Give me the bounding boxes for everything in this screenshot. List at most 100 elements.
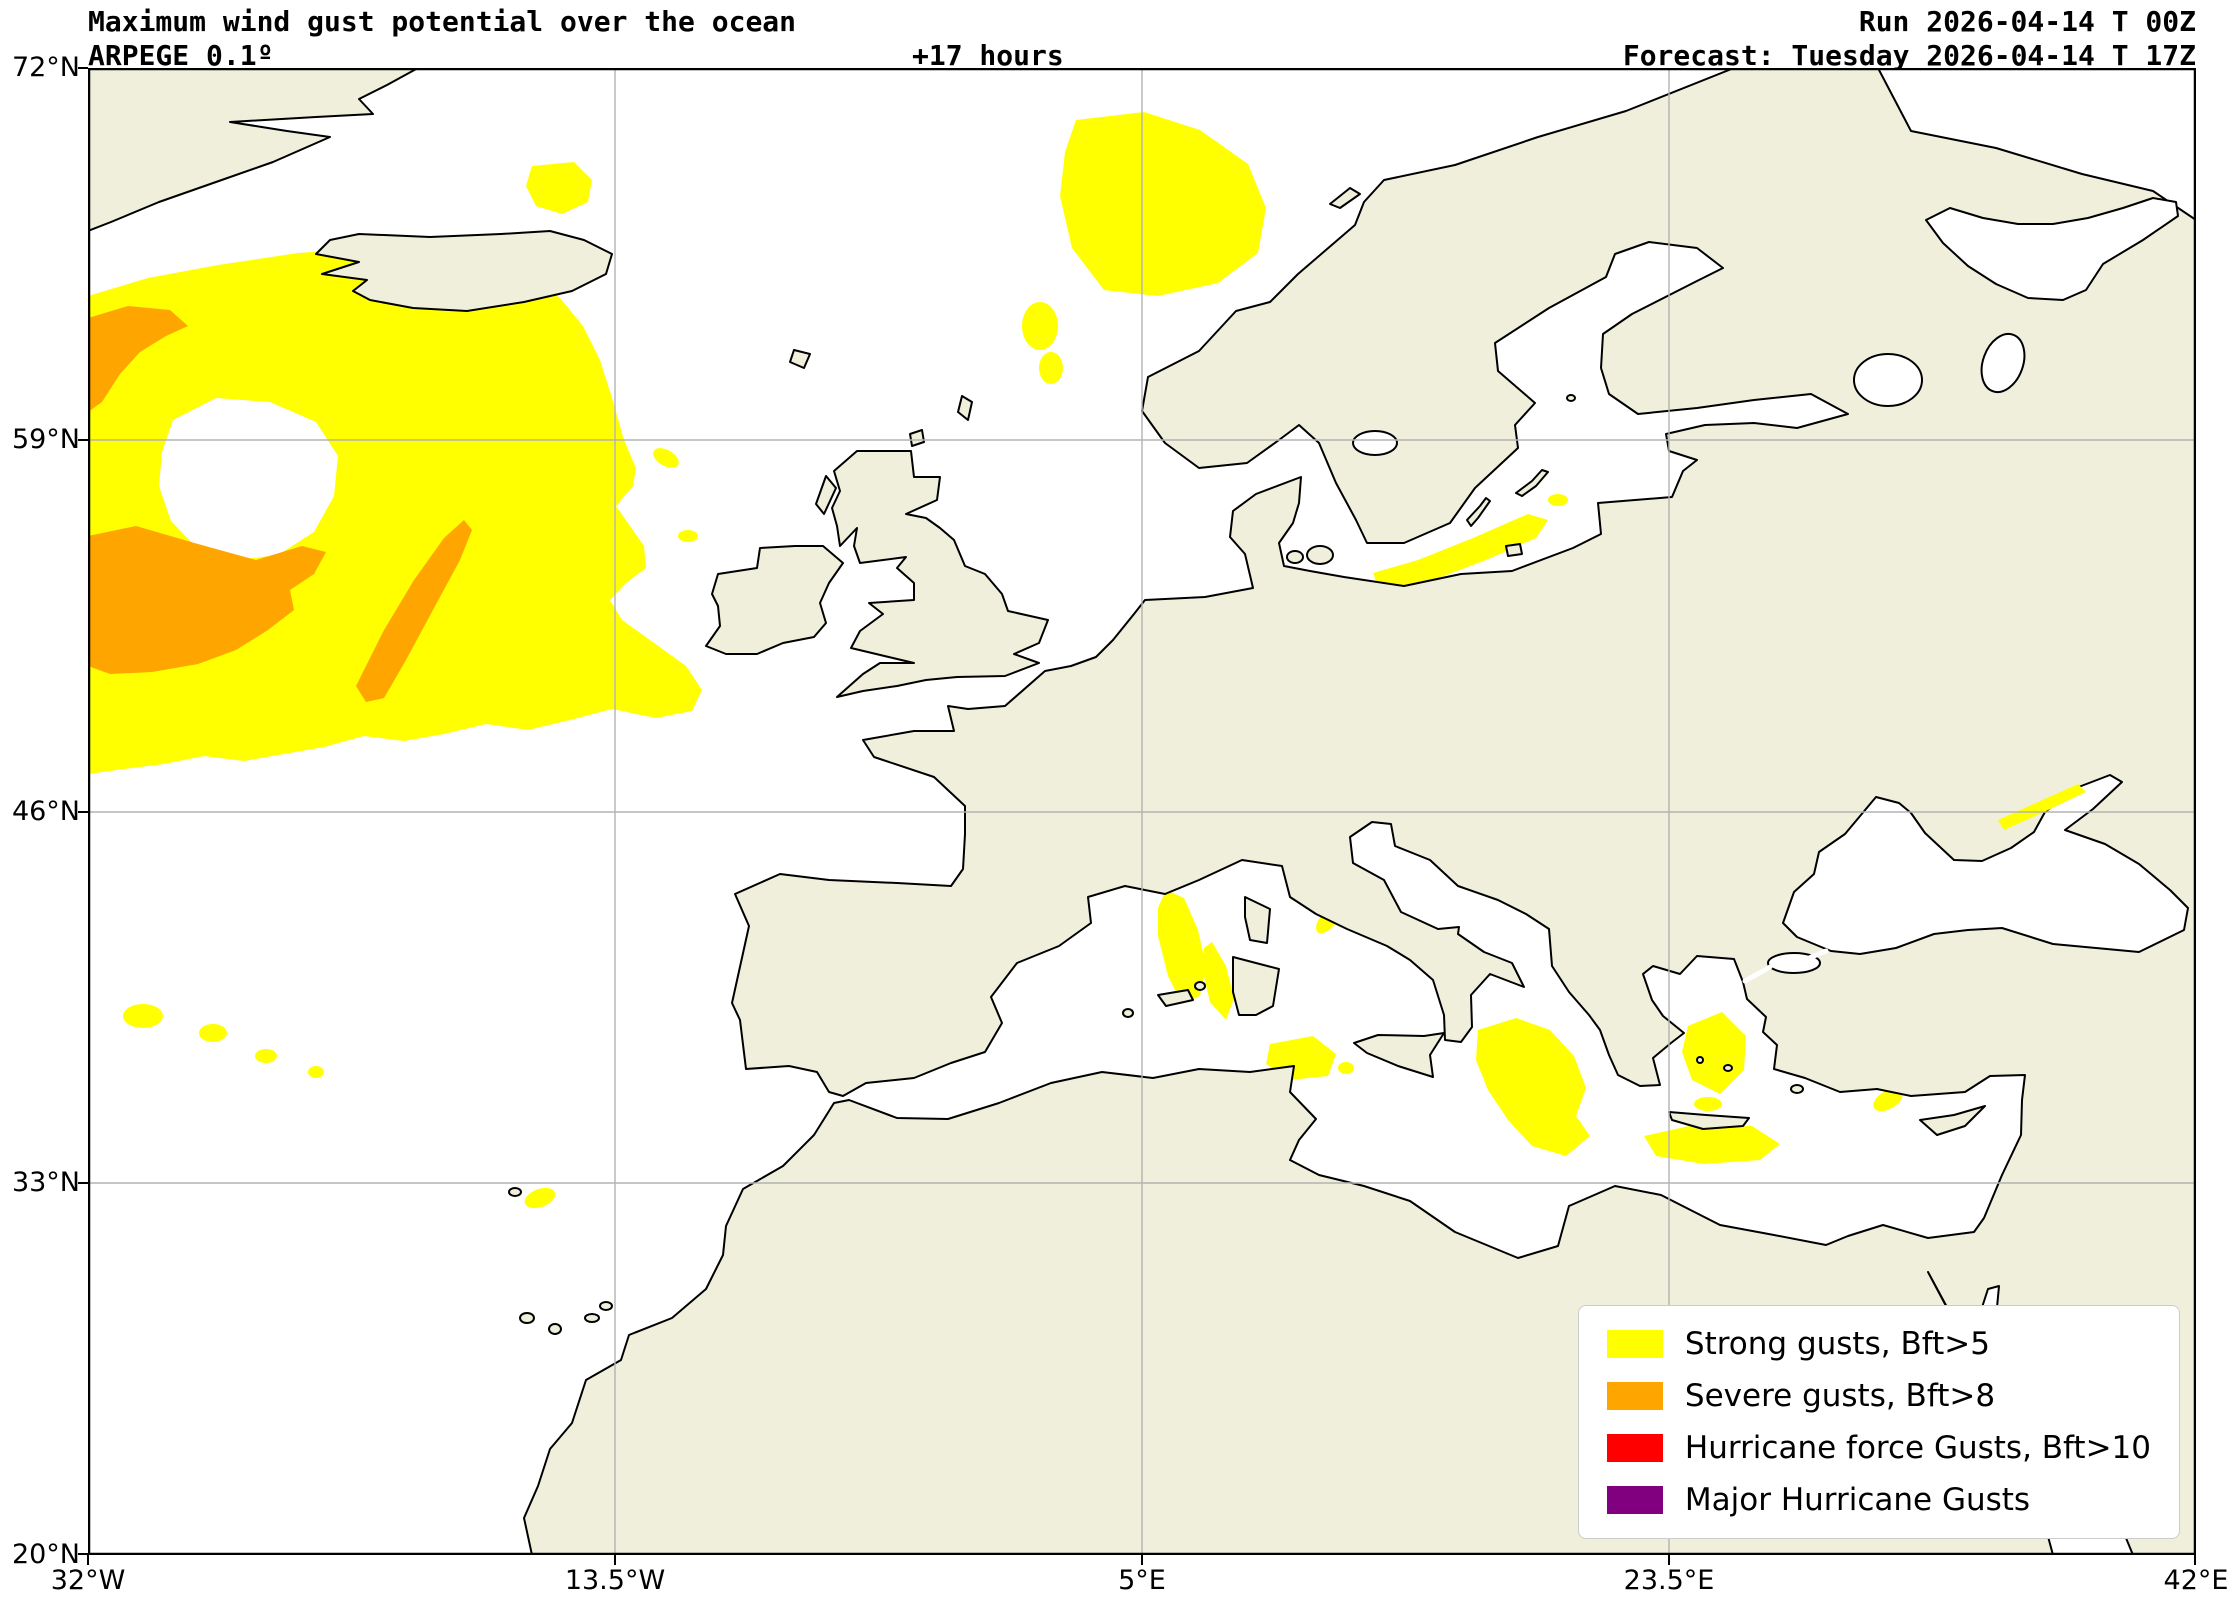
lon-label-13p5w: 13.5°W <box>564 1565 666 1596</box>
gust-fleck-nw-scotland-2 <box>678 530 698 542</box>
land-lofoten <box>1329 187 1361 209</box>
gust-south-crete <box>1644 1124 1780 1164</box>
gust-azores-4 <box>308 1066 324 1078</box>
gust-layer-strong-inland <box>1998 784 2086 830</box>
inland-seas-layer <box>1352 68 2196 984</box>
land-crete <box>1668 1111 1750 1130</box>
ytick-46n <box>78 811 88 813</box>
gust-gulf-of-lion-1 <box>1158 890 1206 1004</box>
land-ireland <box>705 545 844 655</box>
ytick-33n <box>78 1182 88 1184</box>
land-sardinia <box>1232 956 1280 1016</box>
gust-west-cyprus <box>1873 1088 1903 1112</box>
land-zealand <box>1306 545 1334 565</box>
gust-sicily-strait <box>1338 1062 1354 1074</box>
lat-label-20n: 20°N <box>11 1539 80 1570</box>
land-gotland <box>1515 469 1549 497</box>
gust-norway-south-1 <box>1022 302 1058 350</box>
legend-item-strong-gusts: Strong gusts, Bft>5 <box>1606 1326 2151 1362</box>
lead-time-label: +17 hours <box>912 39 1064 72</box>
gust-severe-core-blob <box>88 526 326 674</box>
strait-bosporus <box>1799 948 1829 964</box>
legend-item-hurricane-gusts: Hurricane force Gusts, Bft>10 <box>1606 1430 2151 1466</box>
lake-vanern <box>1352 430 1398 456</box>
gust-baltic-fleck <box>1548 494 1568 506</box>
land-madeira <box>508 1187 522 1197</box>
land-greenland <box>88 68 419 232</box>
xtick-5e <box>1141 1555 1143 1565</box>
gust-baltic <box>1373 514 1548 592</box>
legend-swatch-hurricane-gusts <box>1606 1434 1663 1462</box>
legend-item-severe-gusts: Severe gusts, Bft>8 <box>1606 1378 2151 1414</box>
forecast-label: Forecast: Tuesday 2026-04-14 T 17Z <box>1622 39 2196 72</box>
gust-norwegian-sea <box>1060 112 1266 296</box>
gust-aegean <box>1682 1012 1746 1094</box>
land-canary-3 <box>548 1323 562 1335</box>
legend-swatch-major-hurricane-gusts <box>1606 1486 1663 1514</box>
legend-item-major-hurricane-gusts: Major Hurricane Gusts <box>1606 1482 2151 1518</box>
run-label: Run 2026-04-14 T 00Z <box>1858 5 2196 38</box>
sea-black-sea <box>1782 774 2189 955</box>
land-orkney <box>909 429 925 447</box>
land-hebrides <box>815 475 837 515</box>
gust-severe-front-band <box>356 520 472 702</box>
land-faroe <box>789 349 811 369</box>
strait-dardanelles <box>1742 964 1773 984</box>
land-shetland <box>957 395 973 421</box>
legend-label-hurricane-gusts: Hurricane force Gusts, Bft>10 <box>1684 1430 2151 1466</box>
land-sicily <box>1353 1032 1445 1078</box>
land-rhodes <box>1790 1084 1804 1094</box>
page-title: Maximum wind gust potential over the oce… <box>88 5 797 38</box>
xtick-23p5e <box>1668 1555 1670 1565</box>
xtick-13p5w <box>614 1555 616 1565</box>
xtick-42e <box>2194 1555 2196 1565</box>
lon-label-5e: 5°E <box>1118 1565 1166 1596</box>
ytick-72n <box>78 67 88 69</box>
land-bornholm <box>1505 543 1523 557</box>
land-corsica <box>1244 896 1271 944</box>
legend-box: Strong gusts, Bft>5 Severe gusts, Bft>8 … <box>1577 1305 2180 1539</box>
land-aegean-island-1 <box>1723 1064 1733 1072</box>
lat-label-46n: 46°N <box>11 796 80 827</box>
land-canary-4 <box>519 1312 535 1324</box>
legend-label-severe-gusts: Severe gusts, Bft>8 <box>1684 1378 1996 1414</box>
gust-cretan-sea <box>1694 1097 1722 1111</box>
gust-ionian <box>1476 1018 1590 1156</box>
land-great-britain <box>831 450 1049 698</box>
map-frame <box>88 68 2196 1555</box>
ytick-20n <box>78 1553 88 1555</box>
legend-label-major-hurricane-gusts: Major Hurricane Gusts <box>1684 1482 2031 1518</box>
xtick-32w <box>87 1555 89 1565</box>
land-menorca <box>1194 981 1206 991</box>
ytick-59n <box>78 439 88 441</box>
lake-ladoga <box>1853 353 1923 407</box>
gust-azores-1 <box>123 1004 163 1028</box>
gust-kerch-azov <box>1998 784 2086 830</box>
land-mallorca <box>1157 989 1194 1007</box>
gust-norway-south-2 <box>1039 352 1063 384</box>
legend-swatch-severe-gusts <box>1606 1382 1663 1410</box>
gust-madeira <box>524 1187 556 1209</box>
sea-barents <box>1877 68 2196 221</box>
land-funen <box>1286 550 1304 564</box>
land-iceland <box>315 230 613 312</box>
land-cyprus <box>1919 1105 1986 1136</box>
land-oland <box>1466 497 1491 527</box>
legend-label-strong-gusts: Strong gusts, Bft>5 <box>1684 1326 1990 1362</box>
gust-severe-arc-north <box>88 306 188 412</box>
legend-swatch-strong-gusts <box>1606 1330 1663 1358</box>
lon-label-42e: 42°E <box>2163 1565 2229 1596</box>
land-canary-1 <box>599 1301 613 1311</box>
gust-gulf-of-lion-2 <box>1202 942 1234 1020</box>
sea-white-sea <box>1925 197 2179 301</box>
gust-ne-iceland <box>526 162 592 214</box>
graticule-layer <box>88 68 2196 1555</box>
lat-label-33n: 33°N <box>11 1167 80 1198</box>
land-aegean-island-2 <box>1696 1056 1704 1064</box>
gust-azores-3 <box>255 1049 277 1063</box>
land-ibiza <box>1122 1008 1134 1018</box>
lon-label-23p5e: 23.5°E <box>1623 1565 1715 1596</box>
map-canvas <box>88 68 2196 1555</box>
gust-layer-severe <box>88 306 472 702</box>
